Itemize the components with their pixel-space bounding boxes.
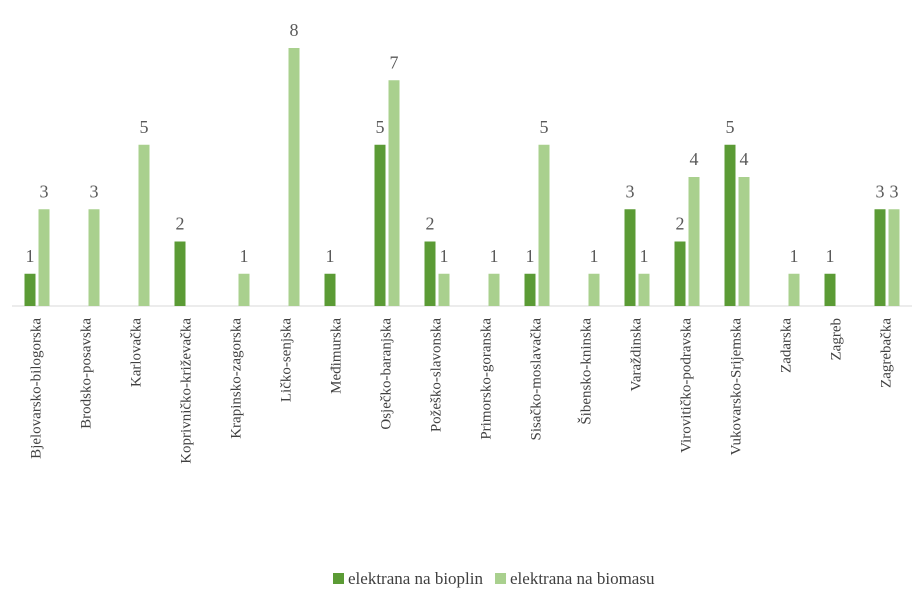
x-tick-label: Požeško-slavonska — [428, 318, 444, 432]
value-label: 3 — [876, 181, 885, 201]
x-tick-label: Vukovarsko-Srijemska — [728, 318, 744, 456]
x-tick-label: Sisačko-moslavačka — [528, 318, 544, 441]
value-label: 2 — [176, 214, 185, 234]
value-label: 3 — [40, 181, 49, 201]
bar — [288, 48, 300, 306]
x-tick-label: Bjelovarsko-bilogorska — [28, 318, 44, 459]
value-label: 1 — [826, 246, 835, 266]
value-label: 1 — [526, 246, 535, 266]
bar — [488, 273, 500, 306]
legend-swatch — [333, 573, 344, 584]
legend-swatch — [495, 573, 507, 584]
bar — [438, 273, 450, 306]
bar — [738, 177, 750, 306]
value-label: 1 — [590, 246, 599, 266]
value-label: 1 — [326, 246, 335, 266]
value-label: 1 — [26, 246, 35, 266]
value-label: 1 — [640, 246, 649, 266]
bar — [524, 273, 536, 306]
bar — [674, 241, 686, 306]
value-label: 1 — [490, 246, 499, 266]
x-tick-label: Krapinsko-zagorska — [228, 318, 244, 439]
x-tick-label: Koprivničko-križevačka — [178, 318, 194, 464]
value-label: 4 — [690, 149, 699, 169]
value-label: 5 — [726, 117, 735, 137]
value-label: 5 — [376, 117, 385, 137]
bar — [624, 209, 636, 306]
value-label: 3 — [90, 181, 99, 201]
bar — [888, 209, 900, 306]
bar — [324, 273, 336, 306]
bar — [374, 144, 386, 306]
legend-label: elektrana na bioplin — [348, 569, 484, 588]
bar — [688, 177, 700, 306]
x-tick-label: Međimurska — [328, 318, 344, 394]
bar — [424, 241, 436, 306]
value-label: 7 — [390, 52, 399, 72]
bar — [724, 144, 736, 306]
value-label: 4 — [740, 149, 749, 169]
bar — [24, 273, 36, 306]
bar — [588, 273, 600, 306]
value-label: 3 — [890, 181, 899, 201]
value-label: 2 — [426, 214, 435, 234]
x-tick-label: Varaždinska — [628, 318, 644, 392]
bar — [788, 273, 800, 306]
x-tick-label: Virovitičko-podravska — [678, 318, 694, 453]
value-label: 8 — [290, 20, 299, 40]
bar — [874, 209, 886, 306]
bar — [88, 209, 100, 306]
x-tick-label: Primorsko-goranska — [478, 318, 494, 440]
value-label: 3 — [626, 181, 635, 201]
value-label: 5 — [540, 117, 549, 137]
bar — [138, 144, 150, 306]
x-tick-label: Zadarska — [778, 318, 794, 373]
x-tick-label: Zagreb — [828, 318, 844, 360]
x-tick-label: Zagrebačka — [878, 318, 894, 388]
bar — [538, 144, 550, 306]
x-tick-label: Brodsko-posavska — [78, 318, 94, 429]
x-tick-label: Osječko-baranjska — [378, 318, 394, 430]
bar — [388, 80, 400, 306]
x-tick-label: Ličko-senjska — [278, 318, 294, 402]
legend-label: elektrana na biomasu — [510, 569, 655, 588]
bar — [638, 273, 650, 306]
value-label: 1 — [240, 246, 249, 266]
bar — [824, 273, 836, 306]
value-label: 1 — [790, 246, 799, 266]
value-label: 1 — [440, 246, 449, 266]
bar — [238, 273, 250, 306]
bar — [174, 241, 186, 306]
x-tick-label: Šibensko-kninska — [577, 318, 594, 425]
bar — [38, 209, 50, 306]
value-label: 5 — [140, 117, 149, 137]
value-label: 2 — [676, 214, 685, 234]
x-tick-label: Karlovačka — [128, 318, 144, 387]
